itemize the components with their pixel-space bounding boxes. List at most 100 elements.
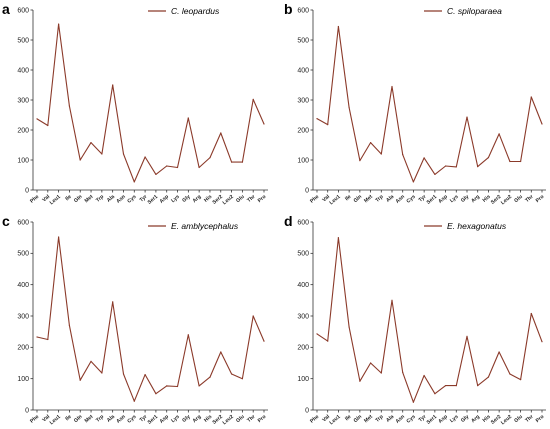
data-point xyxy=(166,165,168,167)
data-point xyxy=(337,25,339,28)
data-point xyxy=(187,334,189,336)
x-tick-label: Ile xyxy=(344,194,352,202)
data-point xyxy=(198,166,200,169)
x-tick-label: Met xyxy=(84,414,95,425)
data-point xyxy=(370,362,372,364)
data-point xyxy=(252,98,254,100)
series-line xyxy=(36,23,265,183)
data-point xyxy=(370,142,372,144)
legend-label: E. amblycephalus xyxy=(171,221,239,231)
x-tick-label: His xyxy=(482,414,492,424)
data-point xyxy=(231,373,233,375)
data-point xyxy=(466,335,468,337)
data-point xyxy=(58,23,60,25)
y-tick-label: 200 xyxy=(297,345,309,352)
x-tick-label: Ala xyxy=(106,194,116,204)
data-point xyxy=(498,351,500,353)
x-tick-label: Ala xyxy=(106,414,116,424)
data-point xyxy=(155,173,157,175)
data-point xyxy=(263,123,265,125)
data-point xyxy=(209,376,211,378)
x-tick-label: Lys xyxy=(170,414,181,424)
data-point xyxy=(541,123,543,125)
data-point xyxy=(487,376,489,378)
y-tick-label: 500 xyxy=(17,37,29,44)
x-tick-label: Trp xyxy=(95,414,105,424)
data-point xyxy=(423,157,425,159)
series-line xyxy=(316,25,543,183)
x-tick-label: Leu2 xyxy=(222,414,235,426)
x-tick-label: Cys xyxy=(126,194,137,205)
x-tick-label: Glu xyxy=(513,414,523,424)
x-tick-label: Leu2 xyxy=(500,414,513,426)
x-tick-label: Trp xyxy=(375,194,385,204)
series-line xyxy=(316,237,543,403)
data-point xyxy=(36,118,38,120)
data-point xyxy=(541,341,543,343)
data-point xyxy=(241,161,243,163)
y-tick-label: 200 xyxy=(297,127,309,134)
legend-label: C. spiloparaea xyxy=(447,6,502,16)
legend-label: C. leopardus xyxy=(171,6,220,16)
data-point xyxy=(155,393,157,395)
x-tick-label: Gly xyxy=(181,194,191,204)
x-tick-label: Leu2 xyxy=(222,194,235,206)
x-tick-label: Gly xyxy=(460,194,470,204)
data-point xyxy=(144,374,146,376)
data-point xyxy=(187,117,189,119)
y-tick-label: 100 xyxy=(297,157,309,164)
x-tick-label: Glu xyxy=(235,414,245,424)
data-point xyxy=(412,181,414,183)
data-point xyxy=(68,324,70,326)
x-tick-label: Met xyxy=(363,194,374,205)
x-tick-label: Pro xyxy=(257,414,267,424)
y-tick-label: 600 xyxy=(17,219,29,226)
data-point xyxy=(487,157,489,159)
data-point xyxy=(316,333,318,335)
data-point xyxy=(252,315,254,317)
data-point xyxy=(133,181,135,183)
y-tick-label: 200 xyxy=(17,127,29,134)
data-point xyxy=(348,106,350,109)
data-point xyxy=(509,373,511,375)
x-tick-label: Leu1 xyxy=(49,414,62,426)
data-point xyxy=(133,400,135,402)
panel-letter: c xyxy=(2,213,10,229)
panel-letter: a xyxy=(2,1,10,17)
x-tick-label: Cys xyxy=(406,194,417,205)
y-tick-label: 600 xyxy=(297,219,309,226)
data-point xyxy=(380,372,382,374)
y-tick-label: 300 xyxy=(17,97,29,104)
x-tick-label: Asn xyxy=(115,414,126,425)
data-point xyxy=(380,153,382,155)
x-tick-label: Gly xyxy=(460,414,470,424)
x-tick-label: Ser2 xyxy=(212,194,225,206)
x-tick-label: Ala xyxy=(385,194,395,204)
x-tick-label: Lys xyxy=(449,414,460,424)
data-point xyxy=(445,165,447,167)
x-tick-label: Tyr xyxy=(139,194,149,204)
x-tick-label: Asn xyxy=(395,194,406,205)
data-point xyxy=(122,153,125,155)
x-tick-label: Cys xyxy=(406,414,417,425)
data-point xyxy=(455,385,457,387)
x-tick-label: Gln xyxy=(353,414,363,424)
x-tick-label: His xyxy=(203,414,213,424)
panel-letter: d xyxy=(284,213,293,229)
y-tick-label: 300 xyxy=(297,313,309,320)
y-tick-label: 0 xyxy=(25,187,29,194)
data-point xyxy=(348,326,350,328)
x-tick-label: Cys xyxy=(126,414,137,425)
data-point xyxy=(337,237,339,239)
y-tick-label: 200 xyxy=(17,345,29,352)
x-tick-label: Val xyxy=(41,194,51,204)
data-point xyxy=(36,336,38,338)
x-tick-label: Asp xyxy=(159,194,170,205)
x-tick-label: Leu1 xyxy=(329,414,342,426)
y-tick-label: 500 xyxy=(297,251,309,258)
data-point xyxy=(316,118,318,120)
data-point xyxy=(391,85,393,88)
x-tick-label: His xyxy=(482,194,492,204)
